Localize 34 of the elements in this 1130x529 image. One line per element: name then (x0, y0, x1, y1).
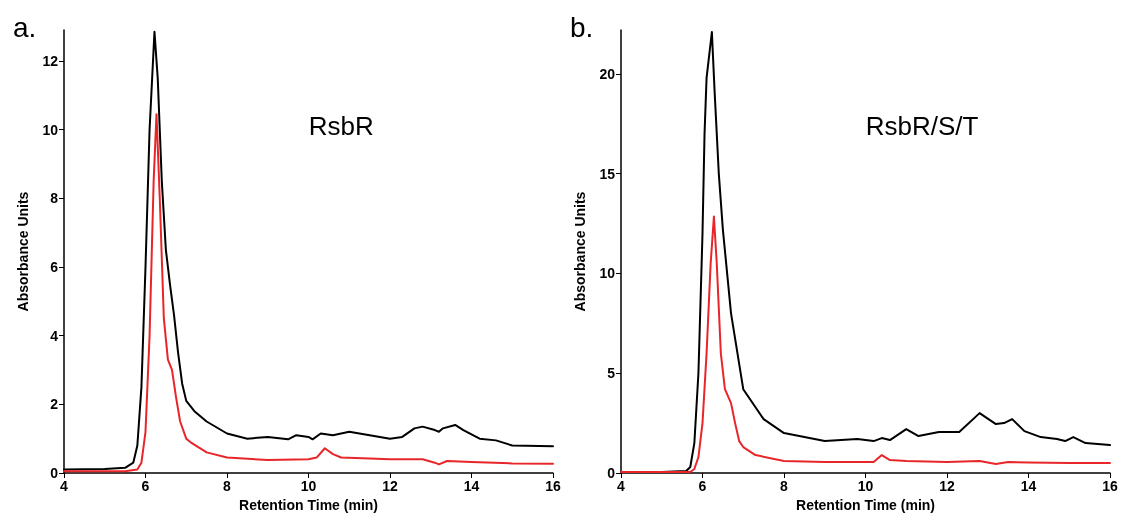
x-axis-title: Retention Time (min) (796, 496, 935, 513)
chart-title: a. (13, 11, 37, 43)
annotation: RsbR/S/T (865, 111, 979, 141)
x-tick-label: 6 (698, 478, 707, 494)
y-tick-label: 20 (599, 65, 616, 82)
x-tick-label: 8 (780, 478, 789, 494)
x-tick-label: 6 (141, 478, 150, 494)
y-tick-label: 12 (42, 52, 59, 69)
x-tick-label: 10 (300, 478, 317, 494)
y-tick-label: 10 (42, 121, 59, 138)
y-tick-label: 4 (50, 327, 59, 344)
y-tick-label: 6 (50, 258, 59, 275)
x-tick-label: 12 (382, 478, 398, 494)
y-tick-label: 15 (599, 165, 616, 182)
y-tick-label: 0 (50, 465, 59, 481)
x-tick-label: 8 (223, 478, 232, 494)
chart-title: b. (570, 11, 594, 43)
x-tick-label: 14 (463, 478, 480, 494)
x-axis-title: Retention Time (min) (239, 496, 378, 513)
y-axis-title: Absorbance Units (15, 191, 31, 312)
x-tick-label: 4 (617, 478, 626, 494)
x-tick-label: 4 (60, 478, 69, 494)
x-tick-label: 10 (857, 478, 874, 494)
y-tick-label: 2 (50, 396, 59, 413)
x-tick-label: 16 (1102, 478, 1118, 494)
y-tick-label: 8 (50, 190, 59, 207)
y-tick-label: 0 (607, 465, 616, 481)
y-tick-label: 5 (607, 365, 616, 382)
x-tick-label: 14 (1020, 478, 1037, 494)
x-tick-label: 12 (939, 478, 955, 494)
y-axis-title: Absorbance Units (572, 191, 588, 312)
annotation: RsbR (308, 111, 374, 141)
y-tick-label: 10 (599, 265, 616, 282)
x-tick-label: 16 (545, 478, 561, 494)
